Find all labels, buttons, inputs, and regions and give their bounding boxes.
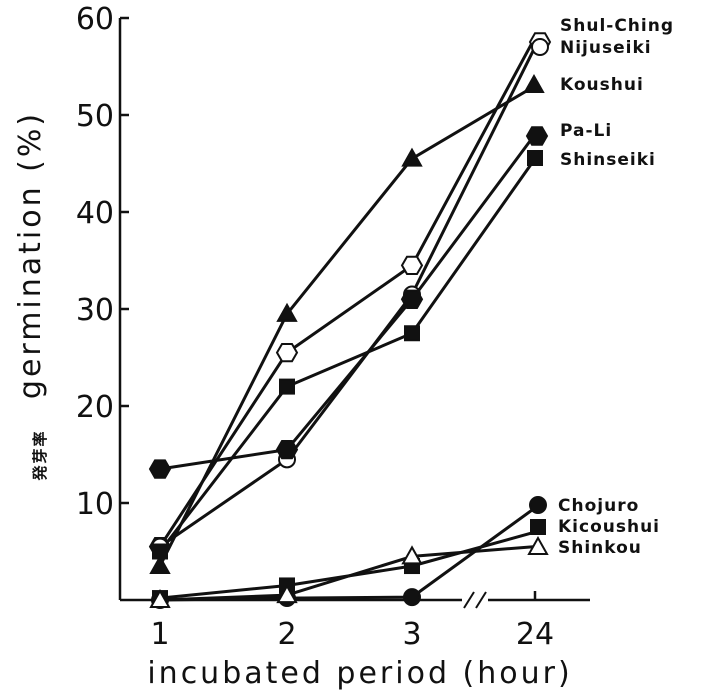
axis-break-mark: [475, 591, 487, 609]
series-label-kicoushui: Kicoushui: [558, 517, 660, 537]
point-shul-ching: [400, 255, 424, 275]
series-line-nijuseiki: [159, 46, 537, 548]
x-tick-label: 3: [402, 617, 421, 652]
series-label-pa-li: Pa-Li: [560, 121, 612, 141]
point-koushui: [149, 555, 171, 575]
series-label-chojuro: Chojuro: [558, 496, 639, 516]
point-koushui: [276, 302, 298, 322]
point-pa-li: [400, 289, 424, 309]
point-chojuro: [403, 588, 421, 607]
point-shinseiki: [152, 543, 168, 560]
axes: 10 20 30 40 50 60 1 2 3 24: [76, 2, 590, 652]
series-line-shul-ching: [158, 36, 537, 548]
y-tick-label: 30: [76, 293, 114, 328]
series-line-shinseiki: [158, 157, 537, 553]
series-label-koushui: Koushui: [560, 75, 644, 95]
series-line-koushui: [158, 84, 536, 567]
y-tick-label: 20: [76, 390, 114, 425]
legend-marker-pa-li: [525, 126, 549, 146]
x-axis-title: incubated period (hour): [147, 656, 572, 691]
point-shinseiki: [279, 378, 295, 395]
y-axis-title: germination (%): [13, 111, 48, 399]
point-shinkou: [401, 545, 423, 565]
x-tick-label: 1: [150, 617, 169, 652]
series-label-shinseiki: Shinseiki: [560, 150, 656, 170]
point-shinkou: [149, 588, 171, 608]
legend-marker-shinseiki: [527, 150, 543, 166]
series-line-pa-li: [159, 133, 537, 471]
y-axis-title-ja: 発芽率: [31, 429, 49, 481]
x-tick-label: 24: [516, 617, 554, 652]
series-label-shul-ching: Shul-Ching: [560, 16, 674, 36]
point-koushui: [401, 147, 423, 167]
legend-marker-koushui: [523, 73, 545, 93]
point-shinkou: [276, 584, 298, 604]
legend-marker-chojuro: [529, 496, 547, 514]
series-lines: [158, 36, 537, 602]
y-tick-label: 60: [76, 2, 114, 37]
series-label-nijuseiki: Nijuseiki: [560, 38, 652, 58]
axis-break-mark: [463, 591, 475, 609]
point-shinseiki: [404, 325, 420, 342]
legend-marker-shinkou: [527, 535, 549, 555]
point-shul-ching: [275, 343, 299, 363]
point-pa-li: [275, 440, 299, 460]
legend-marker-kicoushui: [530, 519, 546, 535]
series-line-kicoushui: [159, 530, 536, 600]
point-pa-li: [148, 459, 172, 479]
y-tick-label: 10: [76, 487, 114, 522]
series-markers: [148, 32, 552, 609]
x-tick-label: 2: [277, 617, 296, 652]
series-line-chojuro: [159, 506, 536, 602]
series-label-shinkou: Shinkou: [558, 538, 642, 558]
y-tick-label: 40: [76, 196, 114, 231]
y-tick-label: 50: [76, 99, 114, 134]
series-line-shinkou: [159, 545, 536, 602]
legend-marker-nijuseiki: [531, 38, 549, 56]
